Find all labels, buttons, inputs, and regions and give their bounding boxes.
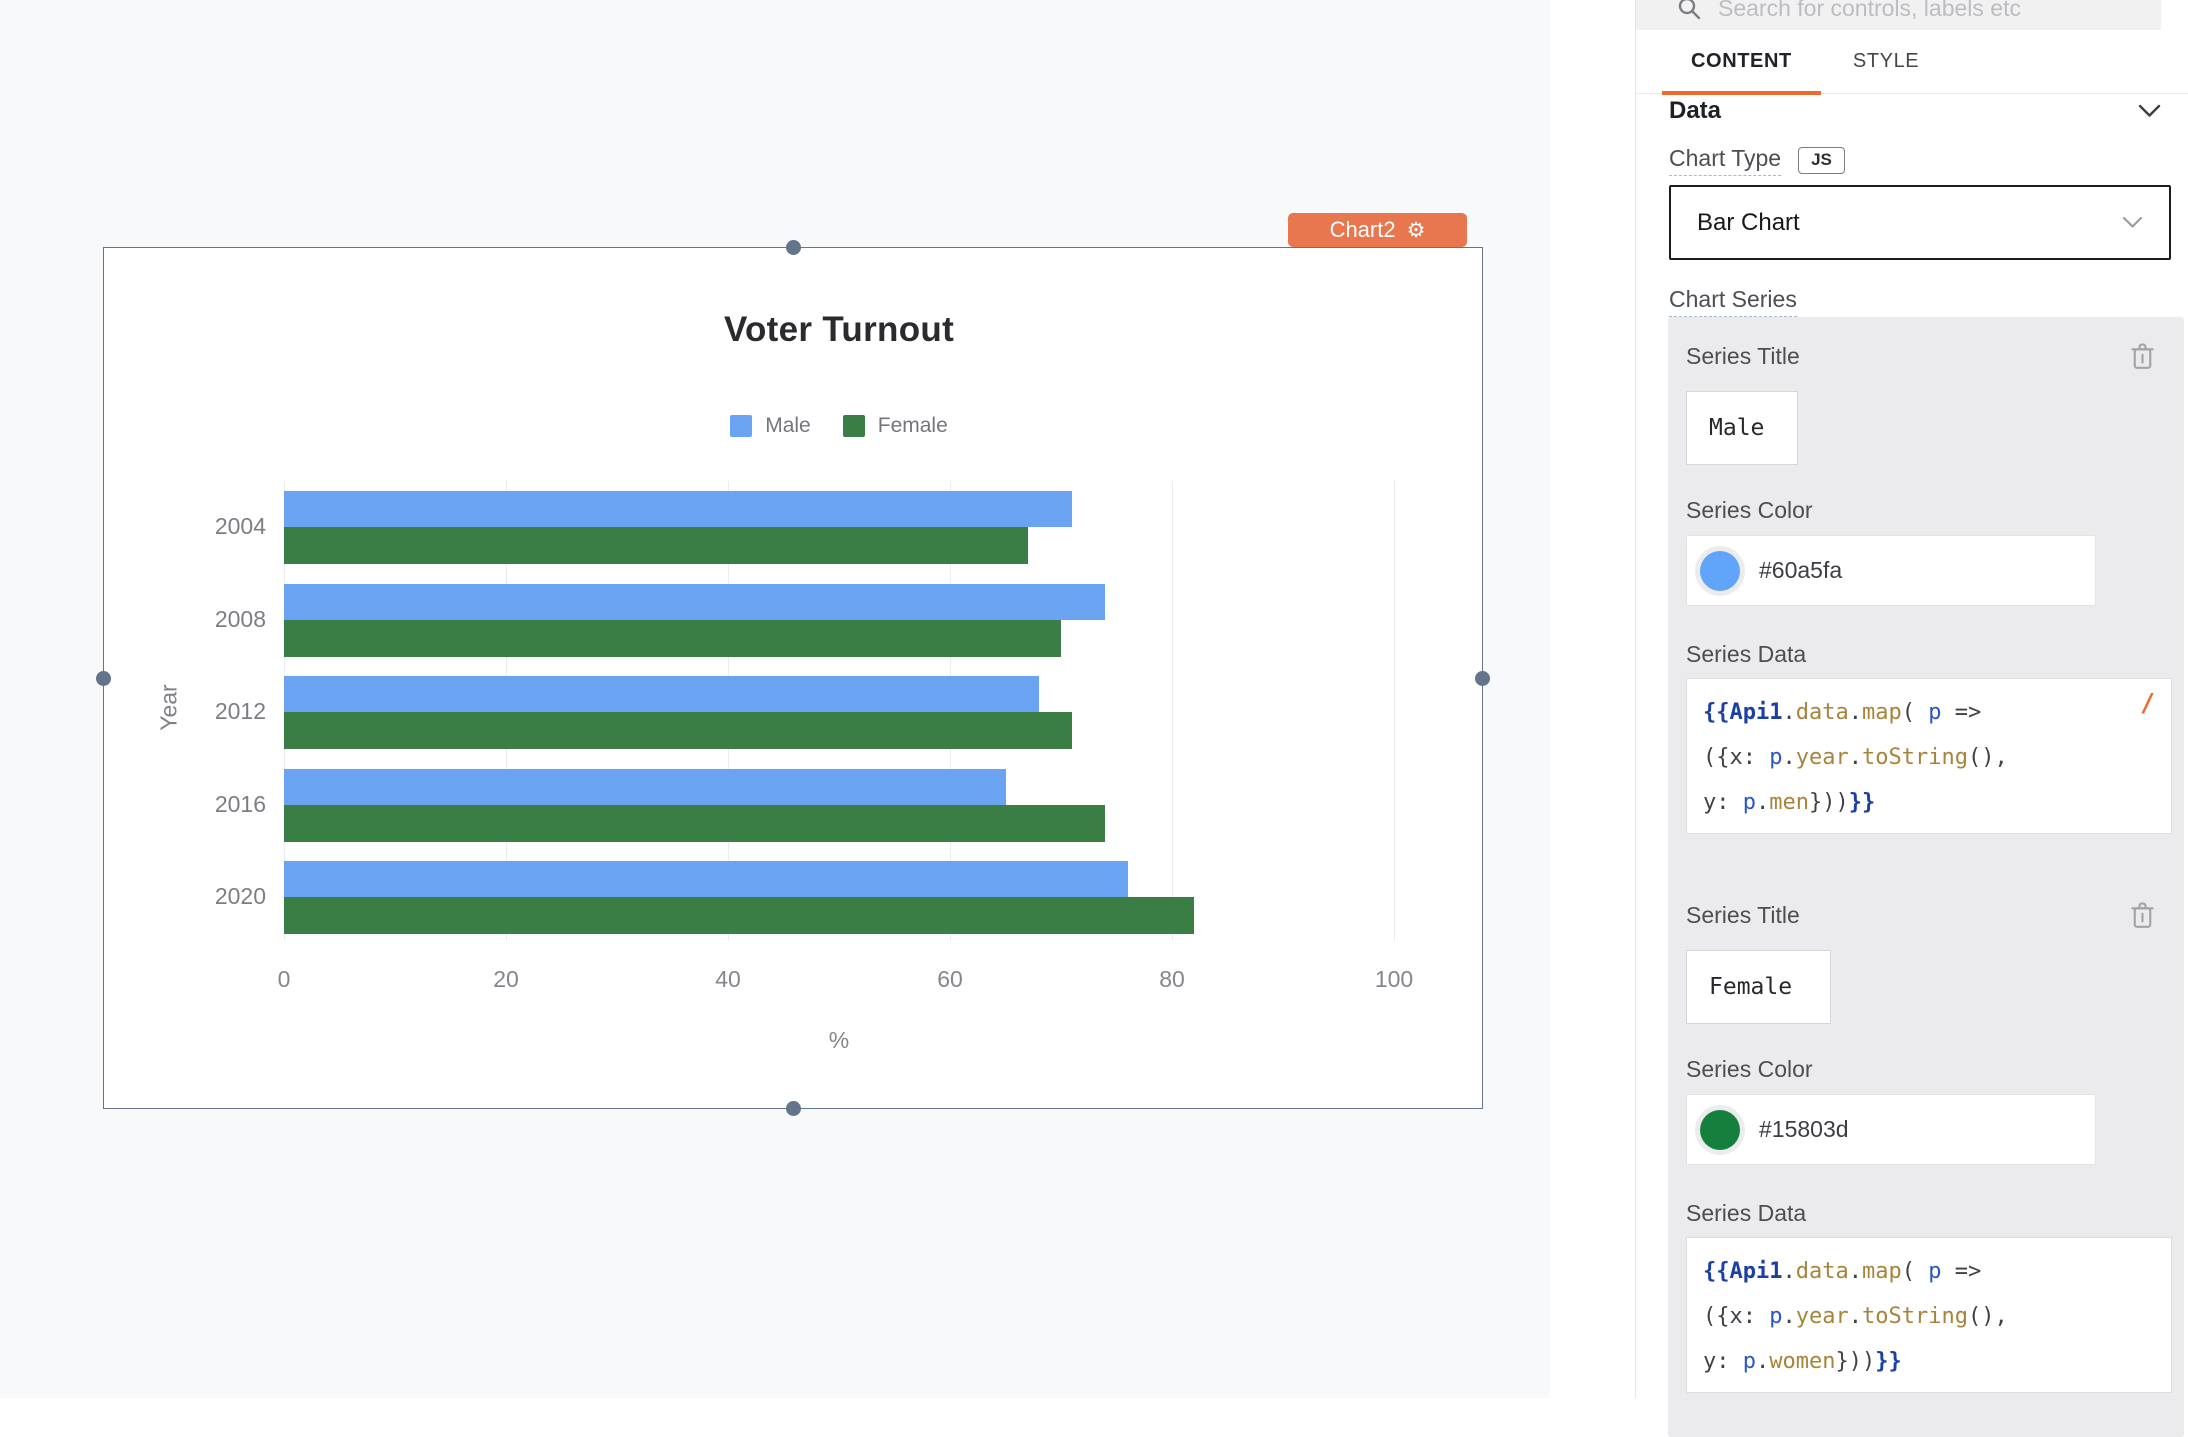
slash-command-icon[interactable]: / [2139, 688, 2155, 717]
bar-female-2008 [284, 619, 1061, 657]
legend-label-male: Male [765, 414, 811, 437]
chart-type-label: Chart Type [1669, 145, 1782, 176]
panel-search-bar[interactable] [1636, 0, 2161, 30]
tab-style[interactable]: STYLE [1824, 30, 1948, 93]
widget-name-tag[interactable]: Chart2 ⚙ [1288, 213, 1467, 247]
color-swatch [1700, 550, 1740, 591]
select-chevron-down-icon [2122, 216, 2143, 228]
canvas-gutter [1550, 0, 1635, 1398]
series-editor-female: Series Title Series Color #15803d Series… [1686, 898, 2184, 1393]
bar-female-2004 [284, 527, 1028, 564]
js-toggle-button[interactable]: JS [1798, 146, 1845, 174]
legend-label-female: Female [877, 414, 948, 437]
series-data-label: Series Data [1686, 1200, 1807, 1226]
widget-name-label: Chart2 [1329, 217, 1396, 242]
series-data-code-editor[interactable]: {{Api1.data.map( p => ({x: p.year.toStrin… [1686, 1237, 2172, 1393]
x-tick-label: 0 [277, 966, 291, 992]
series-data-label: Series Data [1686, 641, 1807, 667]
bar-male-2008 [284, 583, 1106, 620]
y-tick-label: 2016 [214, 790, 266, 817]
chart-type-value: Bar Chart [1697, 208, 1800, 236]
x-tick-label: 20 [493, 966, 519, 992]
chart-title: Voter Turnout [723, 310, 955, 349]
legend-item-female[interactable]: Female [842, 414, 948, 438]
data-section-title: Data [1669, 97, 1722, 124]
legend-swatch-female [842, 415, 865, 437]
series-color-label: Series Color [1686, 1056, 1813, 1082]
legend-swatch-male [730, 415, 753, 437]
panel-tabs: CONTENT STYLE [1636, 30, 2188, 95]
gridline [1172, 481, 1173, 941]
widget-settings-gear-icon[interactable]: ⚙ [1406, 218, 1426, 242]
chevron-down-icon [2138, 104, 2161, 117]
y-tick-label: 2004 [214, 513, 266, 539]
x-tick-label: 40 [715, 966, 741, 992]
x-tick-label: 60 [937, 966, 963, 992]
series-editor-male: Series Title Series Color #60a5fa Series… [1686, 339, 2184, 834]
series-color-label: Series Color [1686, 497, 1813, 523]
tab-content[interactable]: CONTENT [1662, 30, 1821, 95]
resize-handle-bottom[interactable] [786, 1101, 801, 1116]
series-title-label: Series Title [1686, 902, 1800, 928]
delete-series-button[interactable] [2129, 900, 2156, 931]
bar-female-2020 [284, 897, 1195, 934]
bar-female-2016 [284, 804, 1106, 842]
bar-male-2020 [284, 861, 1128, 897]
plot-area: 0 20 40 60 80 100 2004 2008 2012 2016 2020 [215, 481, 1413, 992]
bar-female-2012 [284, 712, 1073, 749]
chart-widget[interactable]: Voter Turnout Male Female 0 20 40 60 80 100 20… [96, 240, 1490, 1116]
data-section-header[interactable]: Data [1636, 96, 2188, 126]
panel-divider [1635, 0, 1636, 1398]
color-swatch [1700, 1109, 1740, 1150]
x-tick-label: 80 [1159, 966, 1185, 992]
property-panel: CONTENT STYLE Data Chart Type JS Bar Cha… [1636, 0, 2188, 1437]
resize-handle-left[interactable] [96, 671, 111, 686]
tab-content-label: CONTENT [1691, 50, 1792, 72]
y-tick-label: 2020 [214, 883, 266, 909]
tab-style-label: STYLE [1852, 50, 1920, 72]
y-tick-label: 2008 [214, 605, 266, 632]
series-color-field[interactable]: #60a5fa [1686, 535, 2096, 606]
chart-type-select[interactable]: Bar Chart [1669, 185, 2171, 260]
y-tick-label: 2012 [214, 698, 266, 724]
search-icon [1678, 0, 1701, 20]
chart-series-label: Chart Series [1669, 286, 1797, 317]
trash-icon [2131, 343, 2154, 369]
color-hex-value: #60a5fa [1759, 557, 1843, 583]
bar-male-2012 [284, 676, 1039, 712]
bar-male-2016 [284, 768, 1006, 805]
x-axis-title: % [828, 1027, 850, 1053]
gridline [1394, 481, 1395, 941]
chart-type-row: Chart Type JS [1669, 142, 1845, 178]
series-color-field[interactable]: #15803d [1686, 1094, 2096, 1165]
delete-series-button[interactable] [2129, 341, 2156, 372]
search-input[interactable] [1716, 0, 2096, 23]
resize-handle-right[interactable] [1475, 671, 1490, 686]
series-title-input[interactable] [1686, 391, 1798, 465]
legend-item-male[interactable]: Male [730, 414, 811, 438]
series-data-code-editor[interactable]: / {{Api1.data.map( p => ({x: p.year.toStr… [1686, 678, 2172, 834]
y-axis-title: Year [155, 684, 182, 731]
chart-series-card: Series Title Series Color #60a5fa Series… [1668, 317, 2184, 1437]
resize-handle-top[interactable] [786, 240, 801, 255]
color-hex-value: #15803d [1759, 1116, 1849, 1142]
canvas[interactable]: Chart2 ⚙ Voter Turnout Male Female 0 20 40… [0, 0, 1635, 1398]
series-title-label: Series Title [1686, 343, 1800, 369]
x-tick-label: 100 [1374, 966, 1414, 992]
trash-icon [2131, 902, 2154, 928]
chart-legend: Male Female [284, 414, 1394, 438]
bar-male-2004 [284, 491, 1073, 527]
series-title-input[interactable] [1686, 950, 1831, 1024]
